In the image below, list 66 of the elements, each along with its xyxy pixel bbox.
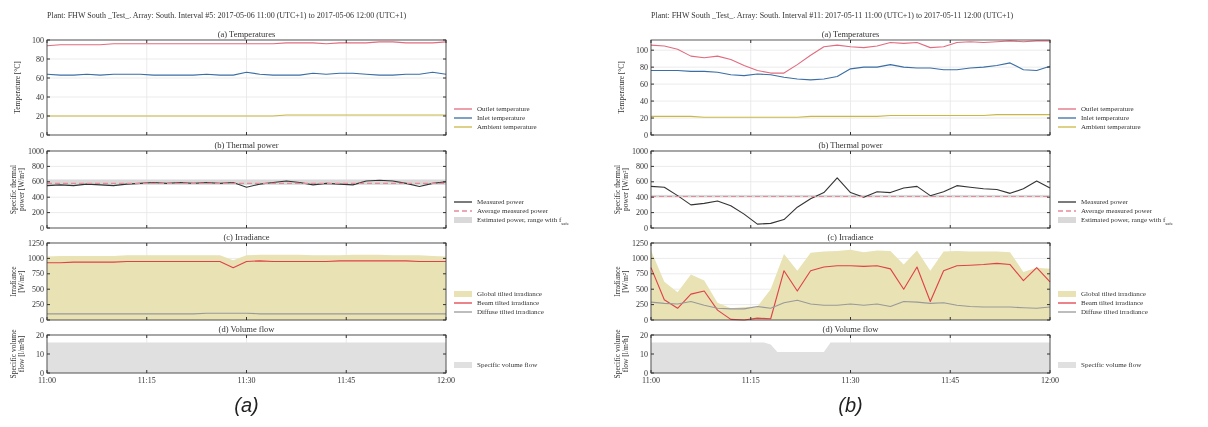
- x-tick-label: 11:30: [237, 376, 256, 385]
- y-tick-label: 0: [40, 130, 44, 140]
- chart-title: (a) Temperatures: [821, 29, 880, 39]
- x-tick-label: 11:15: [137, 376, 156, 385]
- text: (b): [838, 394, 863, 416]
- y-tick-label: 750: [32, 269, 44, 279]
- y-tick-label: 0: [644, 223, 648, 233]
- chart-title: (b) Thermal power: [214, 140, 279, 150]
- y-tick-label: 0: [40, 368, 44, 378]
- y-tick-label: 0: [40, 315, 44, 325]
- y-tick-label: 400: [32, 192, 44, 202]
- x-tick-label: 11:15: [741, 376, 760, 385]
- y-tick-label: 400: [636, 192, 648, 202]
- y-tick-label: 0: [644, 130, 648, 140]
- y-tick-label: 800: [636, 161, 648, 171]
- y-tick-label: 60: [640, 79, 648, 89]
- y-tick-label: 40: [640, 96, 648, 106]
- text: (a): [234, 394, 259, 416]
- y-tick-label: 0: [644, 315, 648, 325]
- y-tick-label: 20: [36, 330, 44, 340]
- line-series: [46, 260, 447, 269]
- y-tick-label: 0: [40, 223, 44, 233]
- chart-title: (a) Temperatures: [217, 29, 276, 39]
- y-tick-label: 20: [640, 330, 648, 340]
- y-tick-label: 800: [32, 161, 44, 171]
- y-tick-label: 80: [36, 54, 44, 64]
- y-tick-label: 100: [32, 35, 44, 45]
- y-tick-label: 80: [640, 62, 648, 72]
- x-tick-label: 11:00: [38, 376, 56, 385]
- y-tick-label: 600: [636, 177, 648, 187]
- x-tick-label: 11:00: [642, 376, 660, 385]
- y-tick-label: 1250: [632, 238, 648, 248]
- chart-title: (c) Irradiance: [223, 232, 270, 242]
- y-tick-label: 200: [636, 208, 648, 218]
- text: Plant: FHW South _Test_. Array: South. Interval #11: 2017-05-11 11:00 (UTC+1) to 2017-05-11 12:00 (UTC+1): [651, 11, 1014, 20]
- y-tick-label: 600: [32, 177, 44, 187]
- y-tick-label: 1000: [632, 253, 648, 263]
- x-tick-label: 12:00: [1040, 376, 1060, 385]
- chart-title: (c) Irradiance: [827, 232, 874, 242]
- y-tick-label: 1250: [28, 238, 44, 248]
- y-tick-label: 250: [636, 300, 648, 310]
- x-tick-label: 11:45: [941, 376, 960, 385]
- y-tick-label: 10: [640, 349, 648, 359]
- x-tick-label: 11:30: [841, 376, 860, 385]
- chart-title: (d) Volume flow: [218, 324, 276, 334]
- x-tick-label: 11:45: [337, 376, 356, 385]
- y-tick-label: 500: [32, 284, 44, 294]
- y-tick-label: 200: [32, 208, 44, 218]
- chart-title: (b) Thermal power: [818, 140, 883, 150]
- y-tick-label: 100: [636, 45, 648, 55]
- y-tick-label: 1000: [28, 146, 44, 156]
- y-tick-label: 0: [644, 368, 648, 378]
- text: Plant: FHW South _Test_. Array: South. Interval #5: 2017-05-06 11:00 (UTC+1) to 2017-05-06 12:00 (UTC+1): [47, 11, 407, 20]
- y-tick-label: 20: [640, 113, 648, 123]
- y-tick-label: 1000: [28, 253, 44, 263]
- y-tick-label: 500: [636, 284, 648, 294]
- y-tick-label: 60: [36, 73, 44, 83]
- chart-title: (d) Volume flow: [822, 324, 880, 334]
- x-tick-label: 12:00: [436, 376, 456, 385]
- y-tick-label: 40: [36, 92, 44, 102]
- y-tick-label: 750: [636, 269, 648, 279]
- line-series: [650, 299, 1051, 310]
- y-tick-label: 20: [36, 111, 44, 121]
- y-tick-label: 250: [32, 300, 44, 310]
- y-tick-label: 10: [36, 349, 44, 359]
- y-tick-label: 1000: [632, 146, 648, 156]
